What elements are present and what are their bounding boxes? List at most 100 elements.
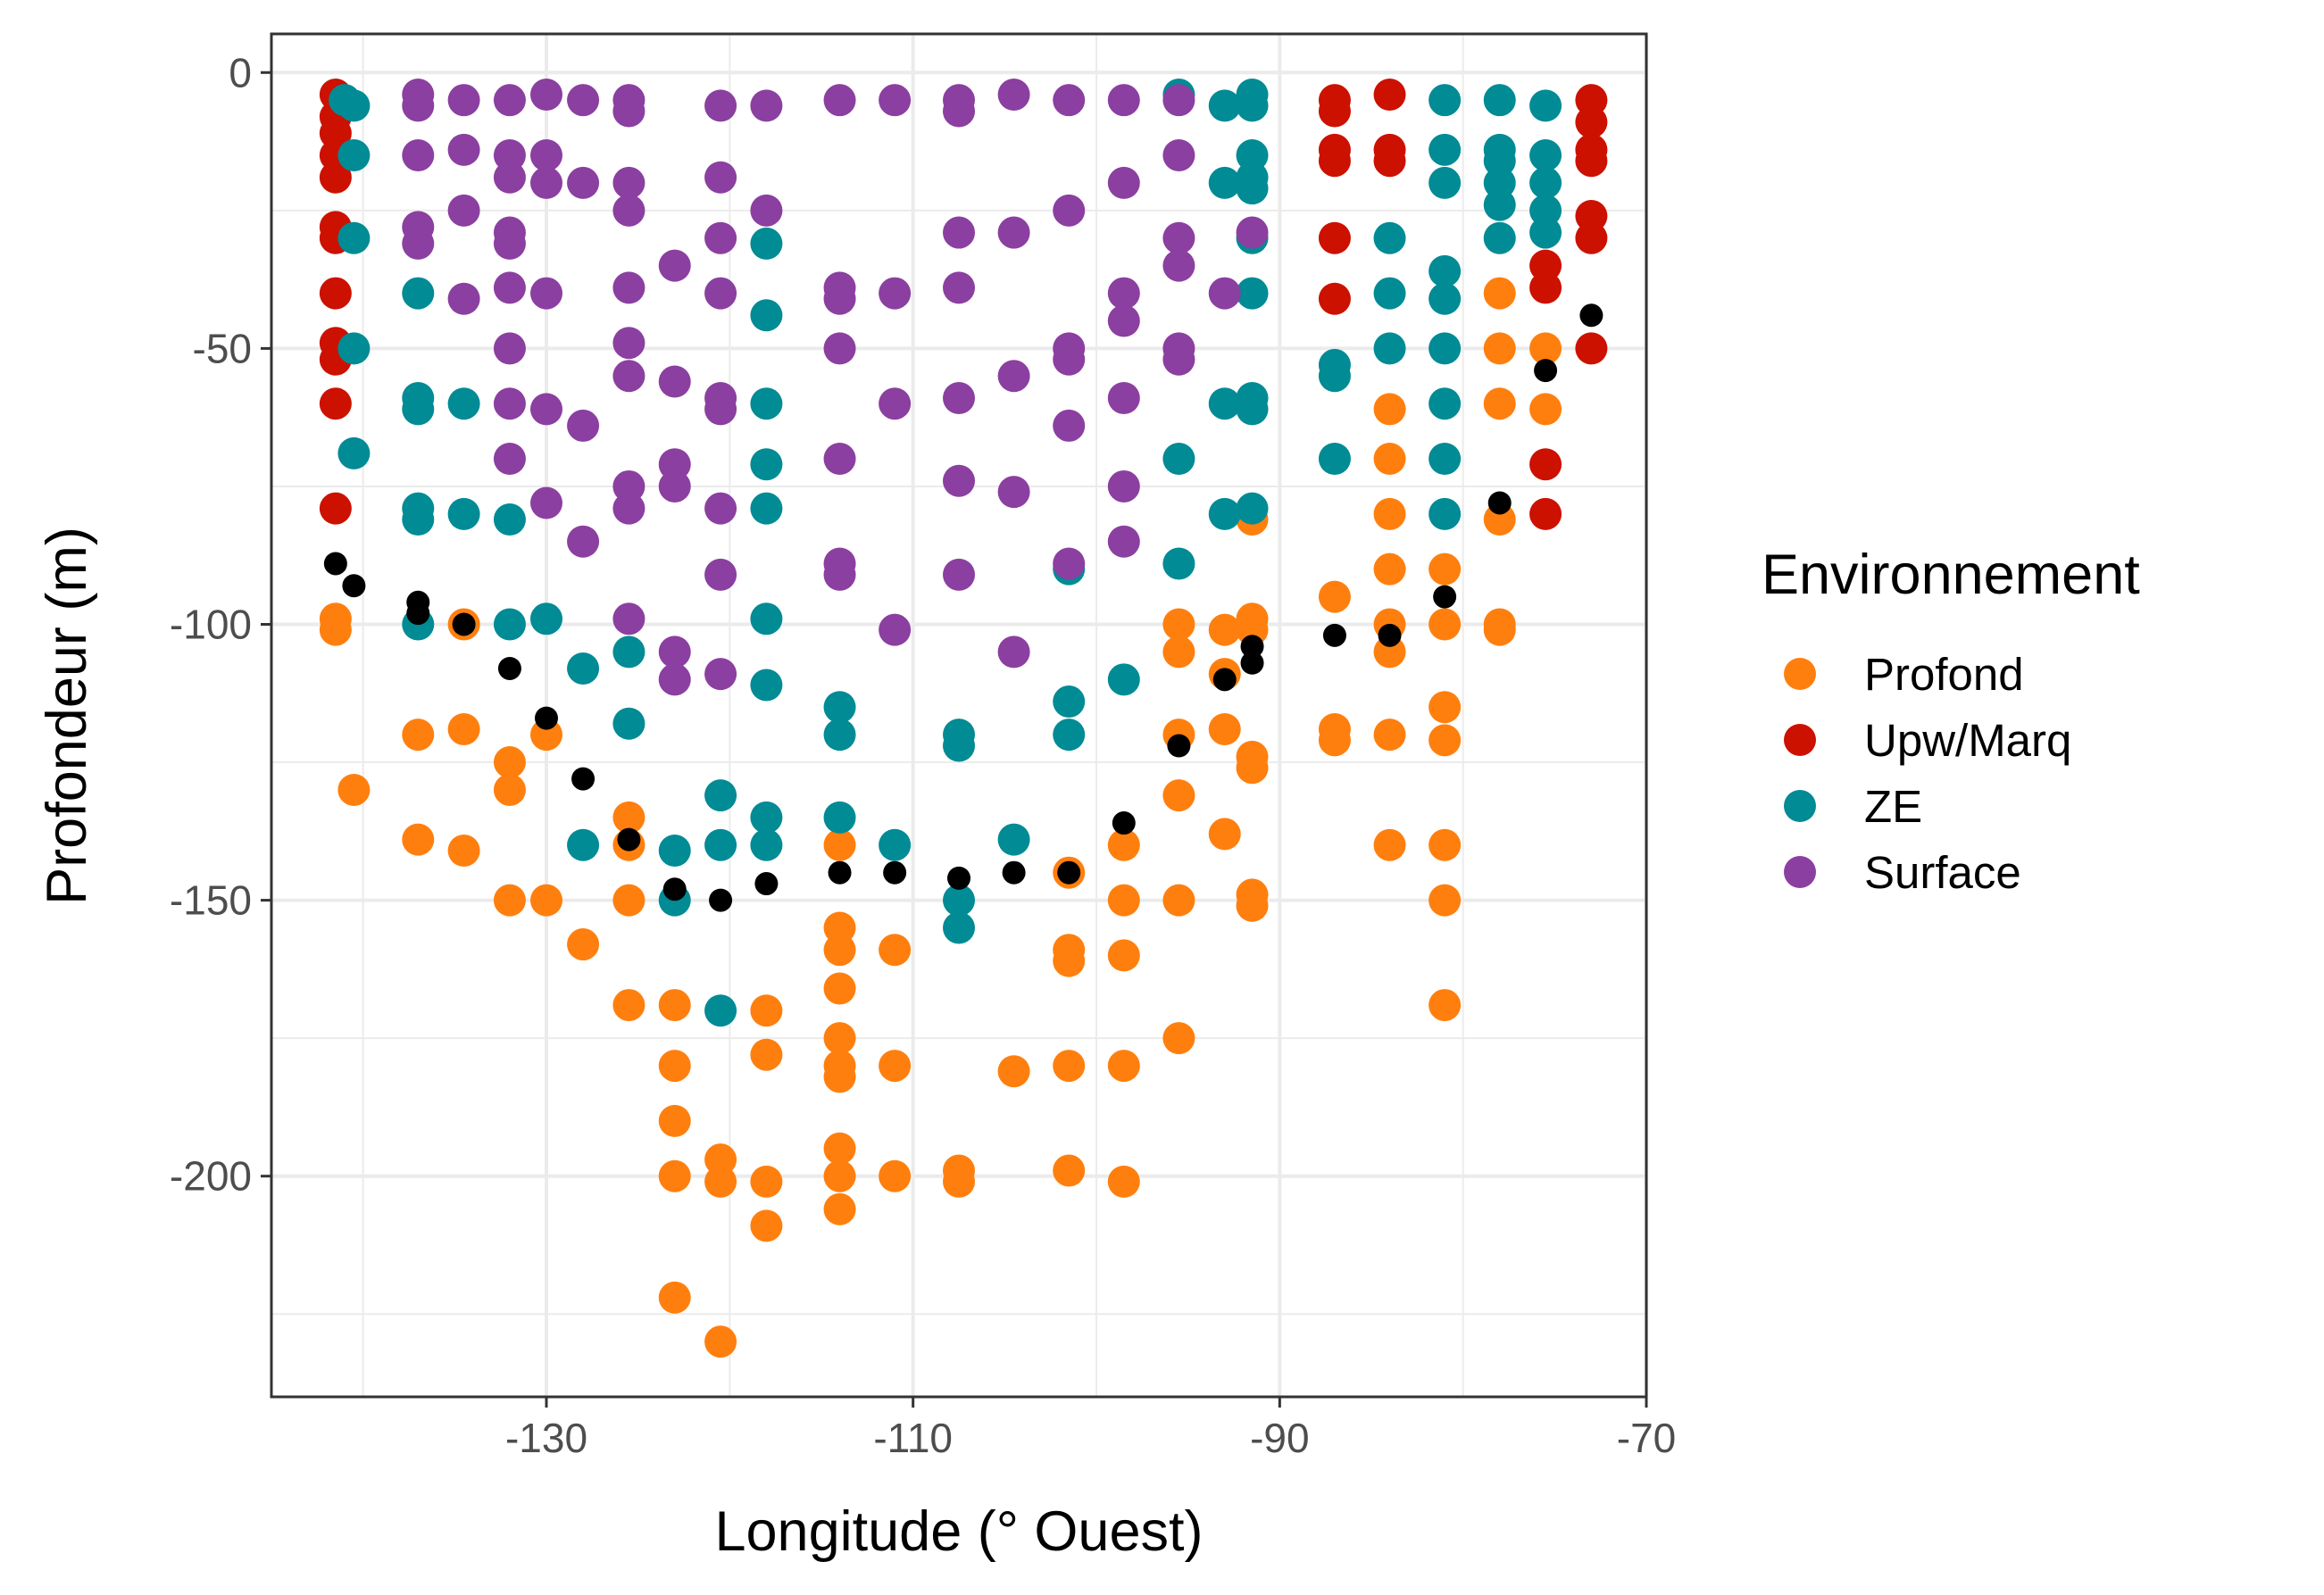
point-profond xyxy=(658,1159,691,1192)
point-surface xyxy=(1107,469,1140,503)
y-tick-label: -100 xyxy=(170,601,252,647)
x-tick-label: -90 xyxy=(1250,1415,1309,1461)
point-ze xyxy=(1107,663,1140,696)
point-ze xyxy=(1429,84,1462,117)
point-boundary-marker xyxy=(571,767,596,791)
point-ze xyxy=(1236,139,1269,172)
point-profond xyxy=(1107,1165,1140,1198)
point-surface xyxy=(493,161,526,194)
point-surface xyxy=(1053,547,1086,580)
point-boundary-marker xyxy=(1002,860,1026,885)
point-ze xyxy=(1373,332,1406,365)
legend-entries: Profond Upw/Marq ZE Surface xyxy=(1784,649,2071,898)
point-profond xyxy=(530,719,562,752)
point-profond xyxy=(1162,636,1195,669)
point-upw-marq xyxy=(1575,105,1608,138)
point-ze xyxy=(750,492,783,525)
point-profond xyxy=(337,773,371,806)
point-profond xyxy=(658,989,691,1022)
point-profond xyxy=(997,1055,1030,1088)
point-profond xyxy=(704,1165,737,1198)
point-profond xyxy=(1373,719,1406,752)
point-ze xyxy=(704,779,737,812)
point-surface xyxy=(750,194,783,227)
point-profond xyxy=(823,911,856,944)
point-ze xyxy=(1429,133,1462,166)
point-ze xyxy=(1429,254,1462,287)
point-surface xyxy=(750,89,783,122)
point-surface xyxy=(612,95,646,128)
point-surface xyxy=(997,360,1030,393)
point-ze xyxy=(1429,387,1462,420)
point-surface xyxy=(1162,84,1195,117)
point-upw-marq xyxy=(1318,145,1351,178)
point-boundary-marker xyxy=(1378,623,1402,647)
point-surface xyxy=(997,636,1030,669)
point-boundary-marker xyxy=(1240,651,1264,675)
point-ze xyxy=(750,801,783,834)
point-profond xyxy=(1373,636,1406,669)
point-surface xyxy=(493,84,526,117)
point-ze xyxy=(1483,188,1516,221)
point-surface xyxy=(530,486,562,519)
point-upw-marq xyxy=(1575,221,1608,254)
point-ze xyxy=(1236,492,1269,525)
point-profond xyxy=(658,1104,691,1137)
point-profond xyxy=(1529,332,1562,365)
point-profond xyxy=(1373,828,1406,861)
point-surface xyxy=(1208,277,1241,310)
point-profond xyxy=(1373,443,1406,476)
point-boundary-marker xyxy=(1167,734,1191,758)
point-surface xyxy=(1107,382,1140,415)
point-ze xyxy=(612,707,646,740)
point-surface xyxy=(943,382,975,415)
point-surface xyxy=(1162,139,1195,172)
point-surface xyxy=(493,271,526,304)
plot-panel-border xyxy=(270,32,1648,1399)
point-ze xyxy=(943,911,975,944)
point-surface xyxy=(879,84,912,117)
point-profond xyxy=(1053,1050,1086,1083)
point-surface xyxy=(493,387,526,420)
point-surface xyxy=(530,139,562,172)
point-profond xyxy=(1208,712,1241,745)
point-ze xyxy=(1483,166,1516,199)
point-ze xyxy=(1429,443,1462,476)
point-upw-marq xyxy=(319,277,352,310)
point-ze xyxy=(1318,443,1351,476)
point-surface xyxy=(704,277,737,310)
point-ze xyxy=(1236,393,1269,426)
point-ze xyxy=(750,602,783,636)
point-upw-marq xyxy=(1529,448,1562,481)
point-upw-marq xyxy=(319,161,352,194)
point-surface xyxy=(1053,194,1086,227)
point-surface xyxy=(704,89,737,122)
point-profond xyxy=(493,773,526,806)
point-ze xyxy=(1429,332,1462,365)
point-ze xyxy=(704,828,737,861)
point-ze xyxy=(1236,172,1269,205)
point-ze xyxy=(1529,89,1562,122)
point-surface xyxy=(402,89,435,122)
point-upw-marq xyxy=(1373,145,1406,178)
point-upw-marq xyxy=(1318,282,1351,315)
legend-label: Profond xyxy=(1864,649,2024,700)
point-profond xyxy=(1162,1022,1195,1055)
point-upw-marq xyxy=(1529,249,1562,282)
point-upw-marq xyxy=(1318,221,1351,254)
point-ze xyxy=(1529,166,1562,199)
point-profond xyxy=(1236,752,1269,785)
point-profond xyxy=(402,719,435,752)
point-profond xyxy=(658,1050,691,1083)
point-profond xyxy=(1107,828,1140,861)
point-ze xyxy=(493,608,526,641)
point-profond xyxy=(1483,387,1516,420)
point-profond xyxy=(1529,393,1562,426)
point-surface xyxy=(612,327,646,360)
point-boundary-marker xyxy=(323,552,347,576)
point-profond xyxy=(750,1165,783,1198)
point-ze xyxy=(402,277,435,310)
point-upw-marq xyxy=(1575,145,1608,178)
legend-key xyxy=(1784,658,1816,690)
y-tick-label: 0 xyxy=(229,49,252,96)
